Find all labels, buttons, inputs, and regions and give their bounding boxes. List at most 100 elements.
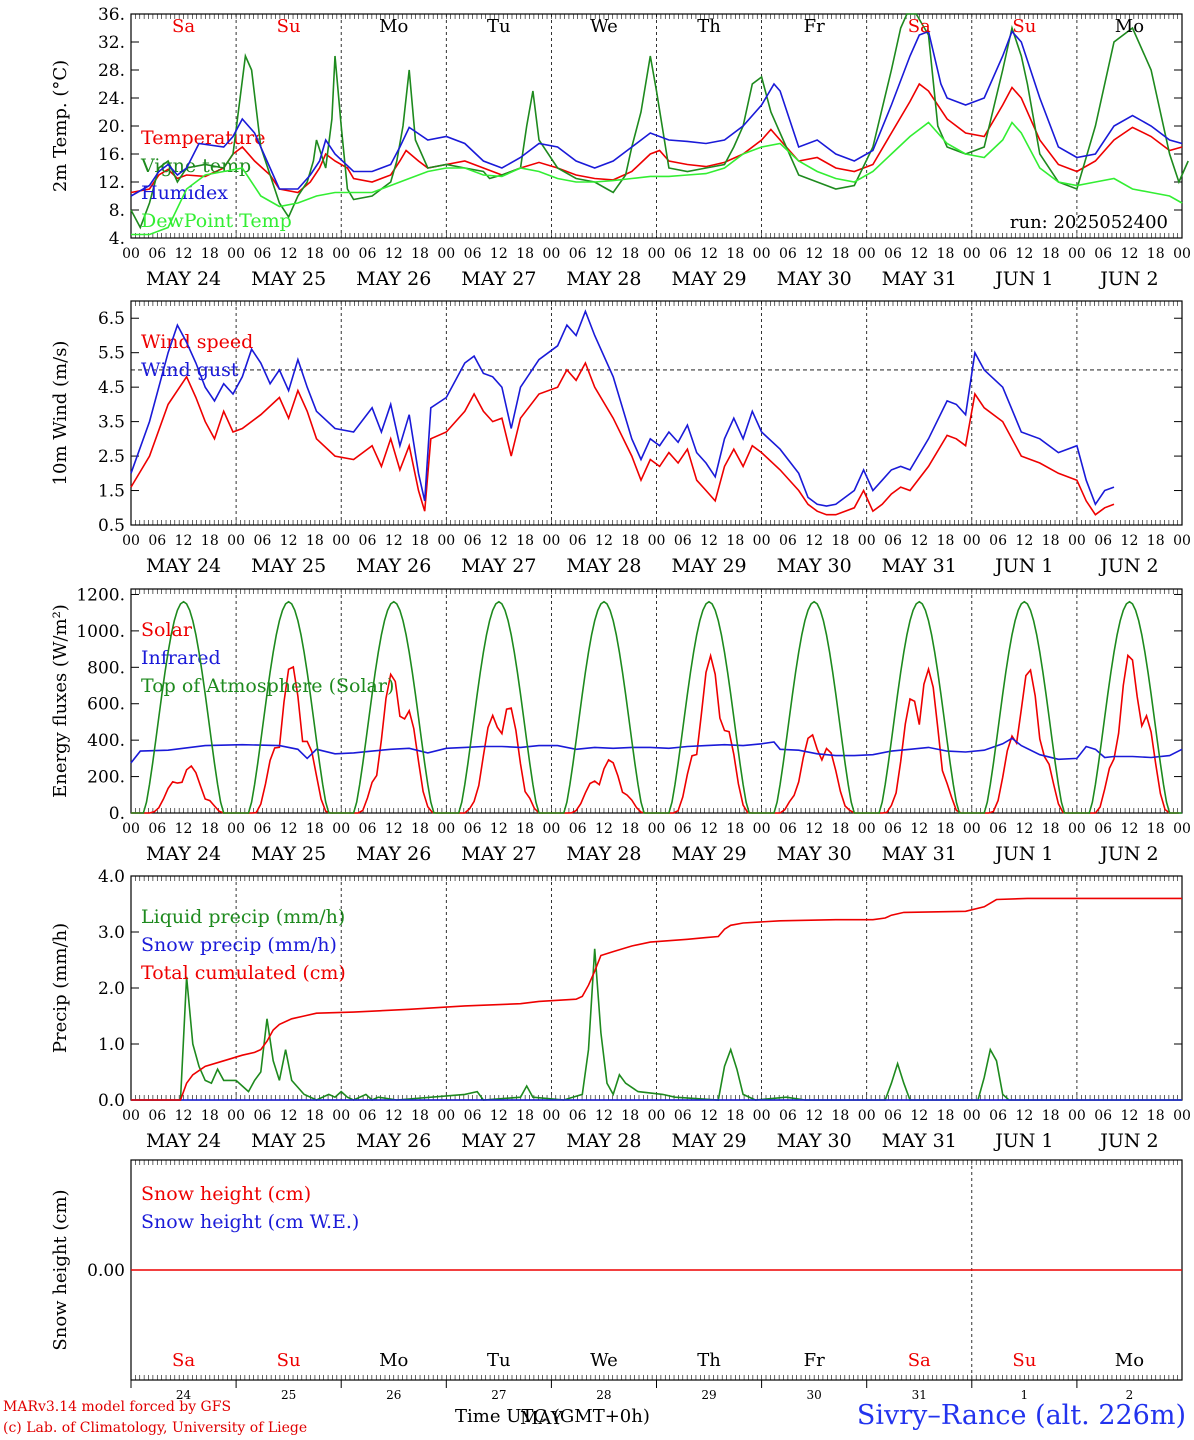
panel-4: 0.00 Snow height (cm) Snow height (cm) Snow…: [50, 1159, 1183, 1429]
hour-label: 18: [201, 1108, 219, 1124]
y-axis-label: 2m Temp. (°C): [50, 60, 71, 192]
station-name: Sivry–Rance (alt. 226m): [856, 1400, 1186, 1431]
date-label: MAY 25: [251, 1130, 326, 1152]
date-label: MAY 29: [671, 843, 746, 865]
legend-label: Wind gust: [141, 359, 239, 381]
hour-label: 06: [989, 1108, 1007, 1124]
hour-label: 00: [122, 821, 140, 837]
hour-label: 12: [595, 533, 613, 549]
hour-label: 06: [674, 533, 692, 549]
hour-label: 18: [937, 1108, 955, 1124]
hour-label: 12: [490, 1108, 508, 1124]
date-label: JUN 2: [1098, 555, 1158, 577]
y-tick-label: 4.0: [98, 867, 125, 887]
weekday-label: Su: [277, 1350, 301, 1371]
hour-label: 12: [805, 821, 823, 837]
y-axis-label: Energy fluxes (W/m²): [50, 604, 71, 798]
legend-label: Temperature: [141, 127, 265, 149]
hour-label: 00: [1068, 533, 1086, 549]
run-label: run: 2025052400: [1010, 212, 1168, 233]
hour-label: 18: [1042, 533, 1060, 549]
y-tick-label: 1200.: [76, 585, 125, 605]
y-tick-label: 12.: [98, 173, 125, 193]
hour-label: 12: [1015, 246, 1033, 262]
hour-label: 12: [1121, 821, 1139, 837]
hour-label: 06: [253, 1108, 271, 1124]
y-tick-label: 600.: [87, 695, 125, 715]
day-number: 2: [1126, 1388, 1134, 1402]
date-label: MAY 30: [777, 1130, 852, 1152]
hour-label: 06: [884, 821, 902, 837]
hour-label: 12: [595, 246, 613, 262]
hour-label: 06: [989, 533, 1007, 549]
series-line: [131, 121, 1183, 236]
hour-label: 06: [1094, 1108, 1112, 1124]
date-label: JUN 2: [1098, 268, 1158, 290]
hour-label: 06: [148, 821, 166, 837]
hour-label: 06: [989, 821, 1007, 837]
date-label: MAY 29: [671, 1130, 746, 1152]
weekday-label: Sa: [908, 16, 931, 37]
hour-label: 06: [359, 246, 377, 262]
panel-0: 4. 8. 12. 16. 20. 24. 28. 32. 36. 2m Temp. (°C) Te…: [50, 5, 1191, 290]
hour-label: 18: [516, 533, 534, 549]
hour-label: 00: [648, 1108, 666, 1124]
hour-label: 06: [253, 533, 271, 549]
hour-label: 06: [359, 533, 377, 549]
hour-label: 18: [1147, 821, 1165, 837]
time-axis-label: Time UTC (GMT+0h): [455, 1406, 650, 1427]
hour-label: 06: [253, 821, 271, 837]
legend-label: Solar: [141, 619, 193, 641]
hour-label: 18: [621, 533, 639, 549]
date-label: MAY 28: [566, 268, 641, 290]
y-tick-label: 32.: [98, 33, 125, 53]
day-number: 27: [491, 1388, 506, 1402]
series-line: [131, 600, 1182, 814]
weekday-label: Sa: [908, 1350, 931, 1371]
hour-label: 00: [227, 821, 245, 837]
weekday-label: Mo: [1115, 16, 1144, 37]
y-tick-label: 0.0: [98, 1091, 125, 1111]
hour-label: 18: [306, 1108, 324, 1124]
y-tick-label: 200.: [87, 768, 125, 788]
hour-label: 18: [621, 821, 639, 837]
hour-label: 00: [1068, 1108, 1086, 1124]
panel-1: 0.5 1.5 2.5 3.5 4.5 5.5 6.5 10m Wind (m/s) Wind …: [50, 300, 1191, 577]
hour-label: 00: [437, 1108, 455, 1124]
weekday-label: Su: [1012, 16, 1036, 37]
hour-label: 18: [201, 821, 219, 837]
hour-label: 06: [779, 821, 797, 837]
hour-label: 06: [569, 821, 587, 837]
hour-label: 06: [884, 246, 902, 262]
weekday-label: Sa: [172, 16, 195, 37]
hour-label: 18: [726, 246, 744, 262]
date-label: MAY 31: [882, 1130, 957, 1152]
hour-label: 06: [464, 1108, 482, 1124]
day-number: 29: [701, 1388, 716, 1402]
hour-label: 00: [542, 246, 560, 262]
y-tick-label: 800.: [87, 658, 125, 678]
y-tick-label: 4.: [109, 229, 125, 249]
y-tick-label: 24.: [98, 89, 125, 109]
hour-label: 12: [910, 821, 928, 837]
hour-label: 12: [490, 246, 508, 262]
hour-label: 12: [700, 1108, 718, 1124]
hour-label: 00: [1173, 1108, 1191, 1124]
hour-label: 00: [332, 246, 350, 262]
y-tick-label: 16.: [98, 145, 125, 165]
hour-label: 06: [779, 246, 797, 262]
hour-label: 06: [674, 1108, 692, 1124]
date-label: JUN 1: [993, 843, 1053, 865]
hour-label: 00: [963, 821, 981, 837]
weekday-label: Th: [697, 1350, 721, 1371]
date-label: MAY 31: [882, 843, 957, 865]
hour-label: 18: [201, 246, 219, 262]
hour-label: 00: [542, 533, 560, 549]
hour-label: 00: [332, 533, 350, 549]
day-number: 31: [912, 1388, 927, 1402]
hour-label: 00: [858, 246, 876, 262]
hour-label: 12: [280, 1108, 298, 1124]
hour-label: 00: [437, 821, 455, 837]
hour-label: 00: [753, 1108, 771, 1124]
hour-label: 18: [937, 246, 955, 262]
